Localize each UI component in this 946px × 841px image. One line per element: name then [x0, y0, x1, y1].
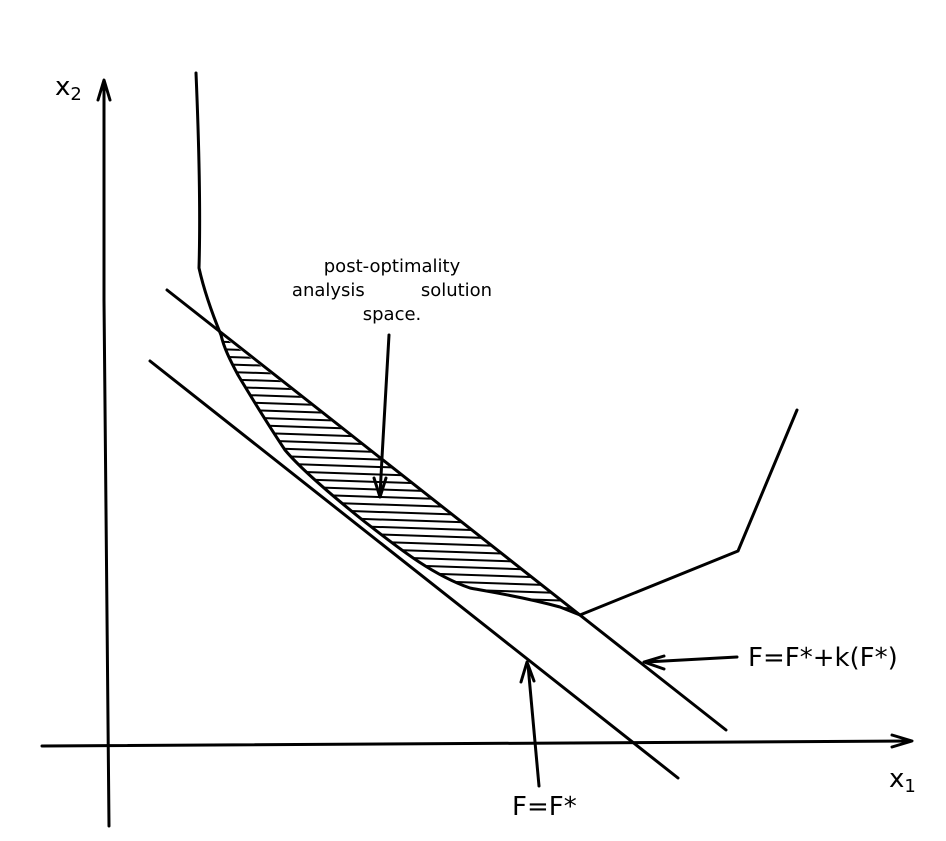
hatch-line	[221, 460, 576, 476]
hatch-line	[221, 392, 576, 409]
hatch-line	[221, 385, 576, 401]
hatch-line	[221, 347, 576, 364]
hatch-line	[221, 482, 576, 499]
optimal-line	[148, 359, 680, 780]
hatch-line	[221, 535, 576, 551]
hatch-line	[221, 370, 576, 386]
x2-axis-arrowhead	[96, 78, 112, 102]
hatch-line	[221, 572, 576, 589]
hatch-line	[221, 520, 576, 536]
hatch-line	[221, 340, 576, 356]
x1-axis-arrowhead	[890, 733, 914, 749]
offset-line-pointer-arrow	[644, 655, 739, 664]
region-pointer-arrow	[378, 333, 391, 497]
hatch-line	[221, 527, 576, 544]
hatch-line	[221, 422, 576, 439]
hatch-line	[221, 550, 576, 566]
hatch-line	[200, 619, 620, 633]
region-pointer-arrowhead	[372, 476, 388, 499]
hatch-line	[221, 505, 576, 521]
hatch-line	[200, 626, 620, 640]
hatch-line	[221, 490, 576, 506]
hatch-line	[221, 335, 576, 341]
hatch-line	[221, 377, 576, 394]
hatch-line	[221, 497, 576, 514]
hatch-line	[221, 430, 576, 446]
x1-axis-label: x1	[889, 764, 916, 797]
hatch-line	[221, 335, 576, 349]
hatch-line	[221, 452, 576, 469]
offset-line	[165, 288, 728, 732]
hatch-line	[221, 610, 576, 612]
hatch-line	[221, 512, 576, 529]
hatch-line	[221, 400, 576, 416]
offset-line-pointer-arrowhead	[642, 654, 666, 671]
x2-axis	[102, 80, 111, 828]
optimal-line-pointer-arrowhead	[519, 660, 536, 684]
optimal-line-label: F=F*	[512, 792, 577, 822]
optimal-line-pointer-arrow	[526, 663, 541, 788]
hatch-line	[221, 580, 576, 596]
hatch-line	[221, 445, 576, 461]
offset-line-label: F=F*+k(F*)	[748, 643, 898, 673]
solution-space-label: post-optimality analysis solution space.	[291, 256, 493, 325]
feasible-boundary-curve	[194, 71, 799, 617]
x1-axis	[40, 739, 912, 748]
x2-axis-label: x2	[55, 72, 82, 105]
hatch-line	[221, 355, 576, 371]
